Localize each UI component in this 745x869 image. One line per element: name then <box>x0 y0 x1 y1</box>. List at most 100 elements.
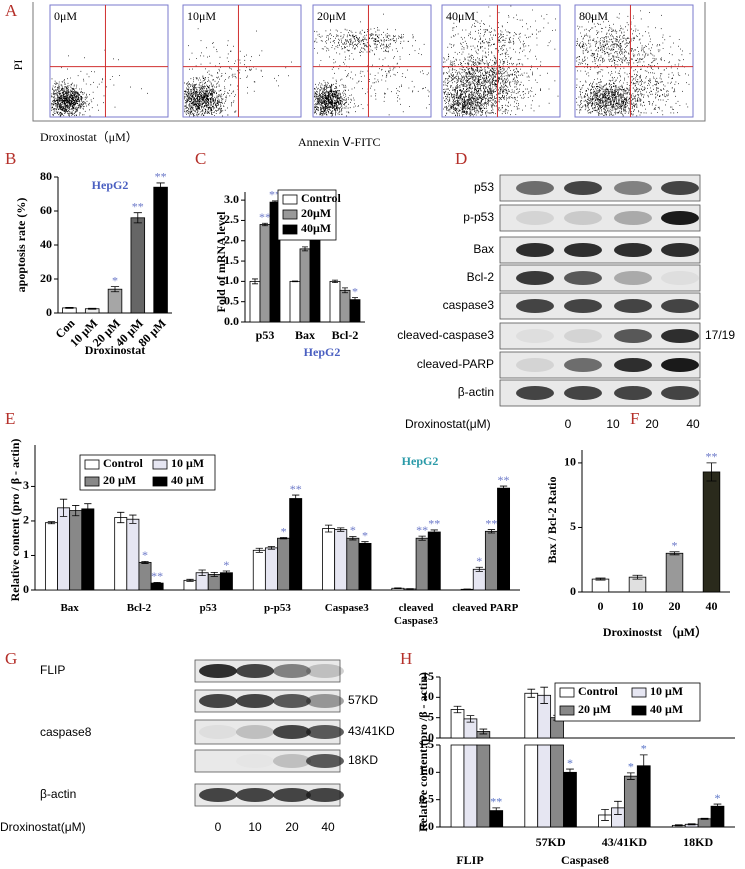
dose-label: Droxinostat(μM) <box>0 820 86 834</box>
axis-label: Droxinostat（μM） <box>40 130 138 144</box>
bar <box>334 529 348 591</box>
error-bar <box>406 588 414 590</box>
legend-swatch <box>282 209 298 220</box>
plot-label: 80μM <box>579 9 608 23</box>
blot-band <box>516 386 554 400</box>
significance: * <box>352 284 358 298</box>
y-tick-label: 2 <box>23 513 29 527</box>
blot-band <box>614 299 652 313</box>
legend-label: 20 μM <box>578 702 611 716</box>
bar <box>322 528 336 591</box>
bar <box>702 471 721 593</box>
y-tick-label: 0 <box>46 305 52 319</box>
bar <box>249 280 261 323</box>
error-bar <box>222 570 231 575</box>
error-bar <box>332 279 338 283</box>
x-tick-label: 57KD <box>536 835 566 849</box>
blot-band <box>564 243 602 257</box>
significance: ** <box>485 516 497 530</box>
error-bar <box>527 688 536 698</box>
blot-row-label: p-p53 <box>463 210 494 224</box>
bar <box>497 487 511 591</box>
error-bar <box>292 280 298 283</box>
error-bar <box>59 498 68 517</box>
legend-label: 40 μM <box>650 702 683 716</box>
error-bar <box>361 541 369 546</box>
blot-band <box>661 243 699 257</box>
error-bar <box>700 817 709 820</box>
blot-band <box>564 358 602 372</box>
error-bar <box>210 571 218 577</box>
error-bar <box>72 505 80 517</box>
significance: ** <box>259 210 271 224</box>
error-bar <box>669 551 680 556</box>
x-tick-label: p53 <box>256 328 275 342</box>
blot-band <box>614 329 652 343</box>
blot-band <box>614 181 652 195</box>
significance: * <box>567 756 573 770</box>
error-bar <box>626 772 635 780</box>
significance: ** <box>706 450 718 464</box>
error-bar <box>479 728 488 735</box>
panel-letter: F <box>630 409 639 428</box>
error-bar <box>566 768 574 777</box>
blot-band <box>236 664 274 678</box>
blot-band <box>516 181 554 195</box>
error-bar <box>639 754 648 778</box>
x-tick-label: Bax <box>60 602 79 614</box>
error-bar <box>267 546 276 550</box>
x-tick-label: p-p53 <box>264 602 291 614</box>
dose-value: 10 <box>248 820 262 834</box>
blot-band <box>236 754 274 768</box>
y-tick-label: 10 <box>422 689 434 703</box>
bar <box>138 561 152 591</box>
legend-label: 10 μM <box>650 684 683 698</box>
blot-row-label: cleaved-caspase3 <box>397 328 494 342</box>
significance: * <box>628 760 634 774</box>
bar <box>623 775 638 828</box>
bar <box>153 186 168 314</box>
bar <box>697 818 712 828</box>
y-tick-label: 1 <box>23 547 29 561</box>
error-bar <box>614 800 622 815</box>
error-bar <box>463 588 471 591</box>
error-bar <box>255 547 263 553</box>
bar <box>563 771 577 828</box>
bar <box>114 517 128 591</box>
blot-band <box>564 271 602 285</box>
blot-band <box>236 788 274 802</box>
plot-label: 10μM <box>187 9 216 23</box>
significance: * <box>641 742 647 756</box>
error-bar <box>632 574 643 580</box>
bar <box>358 542 372 591</box>
error-bar <box>156 182 165 192</box>
bar <box>329 280 341 323</box>
axis-label: PI <box>11 60 25 71</box>
y-axis-label: Fold of mRNA level <box>214 211 228 313</box>
legend-label: 20 μM <box>103 473 136 487</box>
y-tick-label: 0.0 <box>419 819 434 833</box>
bar <box>463 744 478 828</box>
group-label: FLIP <box>456 853 483 867</box>
blot-band <box>516 358 554 372</box>
flow-dots <box>51 49 148 117</box>
flow-dots <box>576 10 691 117</box>
x-tick-label: 0 <box>598 599 604 613</box>
legend-label: 20μM <box>301 206 331 220</box>
error-bar <box>706 462 717 482</box>
flow-dots <box>443 5 559 117</box>
x-tick-label: 20 <box>669 599 681 613</box>
y-tick-label: 3.0 <box>224 192 239 206</box>
panel-letter: D <box>455 149 467 168</box>
bar <box>346 537 360 591</box>
size-label: 17/19 <box>705 328 735 342</box>
blot-band <box>199 694 237 708</box>
error-bar <box>352 297 358 303</box>
bar <box>289 498 303 591</box>
error-bar <box>279 537 288 540</box>
y-tick-label: 0 <box>428 730 434 744</box>
error-bar <box>337 527 345 532</box>
blot-band <box>614 358 652 372</box>
chart-subtitle: HepG2 <box>304 345 341 359</box>
